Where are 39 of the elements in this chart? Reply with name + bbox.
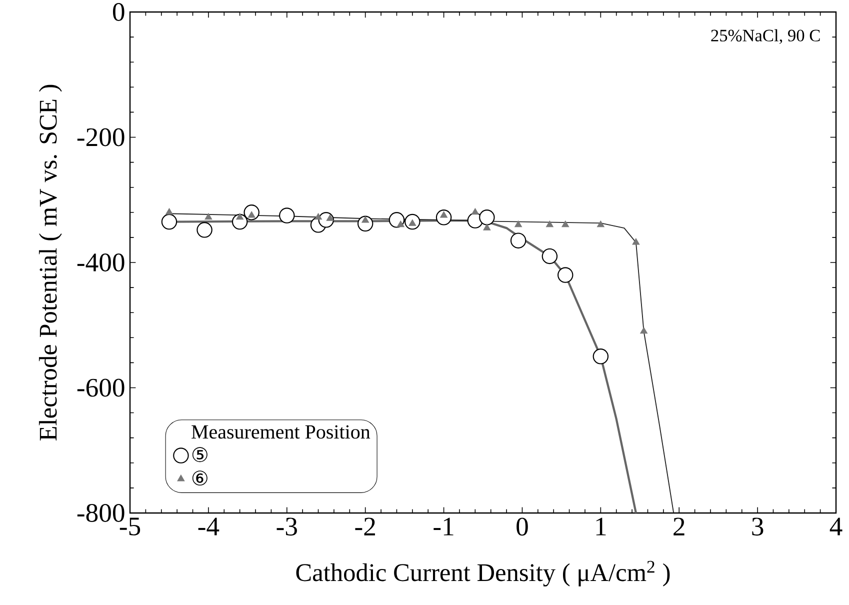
point [592, 348, 609, 364]
x-axis-title: Cathodic Current Density ( μA/cm$^{2}$ ) [296, 560, 670, 586]
point [279, 208, 295, 224]
legend-title: Measurement Position [192, 425, 370, 439]
point [314, 213, 322, 220]
point [161, 214, 178, 230]
x-tick-label: 1 [596, 518, 606, 536]
legend-label: ⑥ [192, 470, 208, 486]
point [165, 208, 173, 215]
x-tick-label: 0 [516, 518, 528, 536]
x-tick-label: 3 [752, 518, 764, 536]
x-tick-label: 2 [674, 518, 684, 536]
point [558, 267, 574, 283]
point [479, 210, 495, 226]
x-tick-label: -3 [276, 518, 297, 536]
y-tick-label: 0 [112, 3, 124, 21]
point [204, 213, 212, 220]
legend-label: ⑤ [192, 447, 208, 462]
point [546, 220, 554, 228]
point [596, 220, 604, 228]
x-tick-label: -2 [355, 518, 375, 536]
x-tick-label: -1 [434, 518, 454, 536]
point [510, 232, 526, 248]
y-tick-label: -600 [77, 378, 124, 397]
point [542, 248, 558, 264]
point [483, 224, 491, 230]
y-tick-label: -400 [77, 253, 124, 272]
x-tick-label: -4 [198, 518, 220, 536]
point [471, 208, 479, 215]
point [640, 327, 648, 334]
point [514, 220, 522, 228]
annotation: 25%NaCl, 90 C [711, 29, 820, 44]
y-axis-title: Electrode Potential ( mV vs. SCE ) [38, 84, 62, 440]
y-tick-label: -200 [77, 128, 124, 146]
point [196, 222, 212, 238]
point [632, 238, 640, 245]
point [562, 220, 570, 228]
point [236, 213, 244, 220]
x-tick-label: 4 [830, 518, 842, 536]
